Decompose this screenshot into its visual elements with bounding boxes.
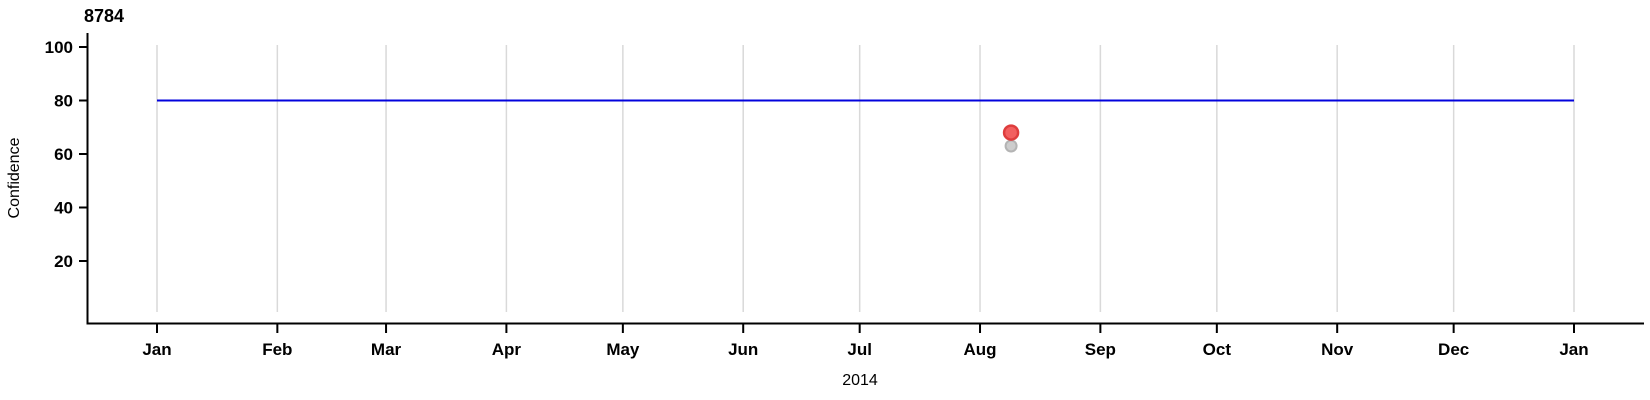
x-axis-year-label: 2014 bbox=[842, 372, 878, 389]
x-tick-label: Sep bbox=[1085, 340, 1116, 359]
x-tick-label: Mar bbox=[371, 340, 402, 359]
y-tick-label: 80 bbox=[54, 91, 73, 110]
x-tick-label: Jan bbox=[1559, 340, 1588, 359]
y-tick-label: 40 bbox=[54, 198, 73, 217]
x-tick-label: Jun bbox=[728, 340, 758, 359]
y-ticks-group: 20 40 60 80 100 bbox=[45, 38, 87, 271]
data-points-group bbox=[1002, 124, 1020, 153]
x-tick-label: Jul bbox=[847, 340, 872, 359]
x-tick-label: Feb bbox=[262, 340, 292, 359]
y-tick-label: 20 bbox=[54, 252, 73, 271]
data-point-red[interactable] bbox=[1002, 124, 1020, 141]
y-tick-label: 60 bbox=[54, 145, 73, 164]
x-ticks-group: Jan Feb Mar Apr May Jun Jul Aug Sep Oct Nov Dec Jan bbox=[142, 324, 1589, 359]
x-tick-label: Dec bbox=[1438, 340, 1469, 359]
x-tick-label: May bbox=[606, 340, 640, 359]
x-tick-label: Aug bbox=[964, 340, 997, 359]
gridlines-group bbox=[156, 45, 1575, 312]
x-tick-label: Nov bbox=[1321, 340, 1354, 359]
x-tick-label: Oct bbox=[1203, 340, 1232, 359]
y-axis-title: Confidence bbox=[6, 137, 23, 218]
x-tick-label: Jan bbox=[142, 340, 171, 359]
x-tick-label: Apr bbox=[492, 340, 522, 359]
y-tick-label: 100 bbox=[45, 38, 73, 57]
data-point-gray[interactable] bbox=[1004, 139, 1018, 153]
chart-title: 8784 bbox=[84, 6, 124, 26]
